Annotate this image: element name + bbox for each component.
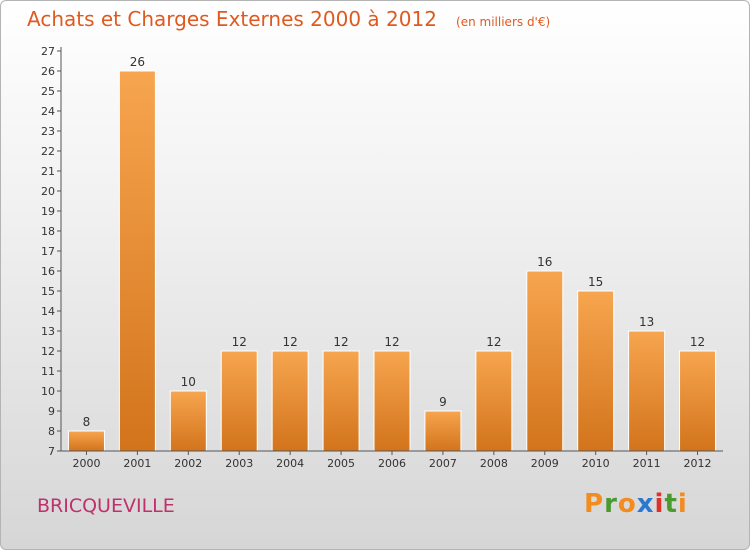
bar-2009	[526, 270, 564, 452]
x-tick-label-2009: 2009	[531, 457, 559, 470]
y-tick-label: 10	[41, 385, 55, 398]
y-tick-label: 22	[41, 145, 55, 158]
data-label-2007: 9	[439, 395, 447, 409]
y-tick-label: 7	[48, 445, 55, 458]
logo-letter: t	[664, 489, 678, 519]
logo-letter: r	[604, 489, 618, 519]
bar-2001	[118, 70, 156, 452]
y-tick-label: 15	[41, 285, 55, 298]
y-tick-label: 18	[41, 225, 55, 238]
chart-title: Achats et Charges Externes 2000 à 2012	[27, 7, 437, 31]
data-label-2003: 12	[232, 335, 247, 349]
x-tick-label-2012: 2012	[684, 457, 712, 470]
bar-2005	[322, 350, 360, 452]
x-tick-label-2010: 2010	[582, 457, 610, 470]
x-axis-ticks: 2000 2001 2002 2003 2004 2005 2006 2007 2008 2009…	[72, 451, 712, 470]
data-label-2005: 12	[333, 335, 348, 349]
bar-2011	[628, 330, 666, 452]
title-row: Achats et Charges Externes 2000 à 2012 (…	[27, 7, 550, 31]
y-tick-label: 23	[41, 125, 55, 138]
proxiti-logo: Proxiti	[584, 489, 688, 519]
y-tick-label: 25	[41, 85, 55, 98]
y-tick-label: 20	[41, 185, 55, 198]
y-tick-label: 26	[41, 65, 55, 78]
y-tick-label: 16	[41, 265, 55, 278]
y-tick-label: 21	[41, 165, 55, 178]
logo-letter: i	[677, 489, 688, 519]
data-label-2009: 16	[537, 255, 552, 269]
data-label-2000: 8	[83, 415, 91, 429]
y-tick-label: 8	[48, 425, 55, 438]
logo-letter: P	[584, 489, 605, 519]
y-tick-label: 12	[41, 345, 55, 358]
logo-letter: o	[617, 489, 637, 519]
logo-letter: x	[636, 489, 655, 519]
y-tick-label: 14	[41, 305, 55, 318]
y-tick-label: 17	[41, 245, 55, 258]
y-tick-label: 27	[41, 45, 55, 58]
bar-2002	[169, 390, 207, 452]
bar-2007	[424, 410, 462, 452]
bar-2006	[373, 350, 411, 452]
y-tick-label: 24	[41, 105, 55, 118]
data-label-2002: 10	[181, 375, 196, 389]
data-label-2012: 12	[690, 335, 705, 349]
x-tick-label-2003: 2003	[225, 457, 253, 470]
data-label-2004: 12	[283, 335, 298, 349]
bar-2012	[679, 350, 717, 452]
x-tick-label-2008: 2008	[480, 457, 508, 470]
y-tick-label: 11	[41, 365, 55, 378]
x-tick-label-2000: 2000	[72, 457, 100, 470]
x-tick-label-2011: 2011	[633, 457, 661, 470]
bar-2000	[67, 430, 105, 452]
logo-letter: i	[654, 489, 665, 519]
y-tick-label: 13	[41, 325, 55, 338]
y-axis-ticks: 7 8 9 10 11 12 13 14 15 16 17 18 19 20 21 22 23 24 25 26 27	[41, 45, 61, 458]
data-label-2006: 12	[384, 335, 399, 349]
bar-2003	[220, 350, 258, 452]
x-tick-label-2004: 2004	[276, 457, 304, 470]
data-labels: 8 26 10 12 12 12 12 9 12 16 15 13 12	[83, 55, 706, 429]
x-tick-label-2007: 2007	[429, 457, 457, 470]
data-label-2008: 12	[486, 335, 501, 349]
x-tick-label-2005: 2005	[327, 457, 355, 470]
x-tick-label-2001: 2001	[123, 457, 151, 470]
data-label-2010: 15	[588, 275, 603, 289]
x-tick-label-2006: 2006	[378, 457, 406, 470]
data-label-2001: 26	[130, 55, 145, 69]
bar-2008	[475, 350, 513, 452]
data-label-2011: 13	[639, 315, 654, 329]
place-name: BRICQUEVILLE	[37, 495, 175, 517]
bars	[67, 70, 717, 452]
chart-subtitle: (en milliers d'€)	[456, 15, 551, 29]
bar-2004	[271, 350, 309, 452]
x-tick-label-2002: 2002	[174, 457, 202, 470]
y-tick-label: 9	[48, 405, 55, 418]
y-tick-label: 19	[41, 205, 55, 218]
bar-2010	[577, 290, 615, 452]
